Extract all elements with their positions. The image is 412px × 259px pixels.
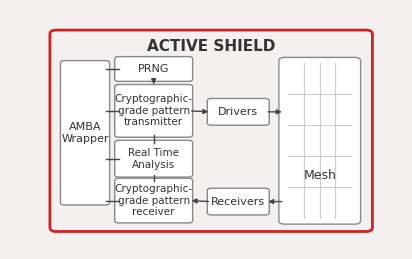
FancyBboxPatch shape [50, 30, 372, 232]
Text: Mesh: Mesh [303, 169, 336, 182]
FancyBboxPatch shape [207, 188, 269, 215]
Text: AMBA
Wrapper: AMBA Wrapper [61, 122, 109, 143]
Text: PRNG: PRNG [138, 64, 169, 74]
FancyBboxPatch shape [207, 98, 269, 125]
Text: Cryptographic-
grade pattern
transmitter: Cryptographic- grade pattern transmitter [115, 94, 193, 127]
Text: Cryptographic-
grade pattern
receiver: Cryptographic- grade pattern receiver [115, 184, 193, 217]
FancyBboxPatch shape [115, 178, 193, 223]
FancyBboxPatch shape [115, 140, 193, 177]
Text: ACTIVE SHIELD: ACTIVE SHIELD [147, 39, 275, 54]
FancyBboxPatch shape [61, 61, 110, 205]
FancyBboxPatch shape [115, 84, 193, 137]
FancyBboxPatch shape [115, 57, 193, 81]
Text: Receivers: Receivers [211, 197, 265, 207]
Text: Real Time
Analysis: Real Time Analysis [128, 148, 179, 169]
Text: Drivers: Drivers [218, 107, 258, 117]
FancyBboxPatch shape [279, 57, 360, 224]
